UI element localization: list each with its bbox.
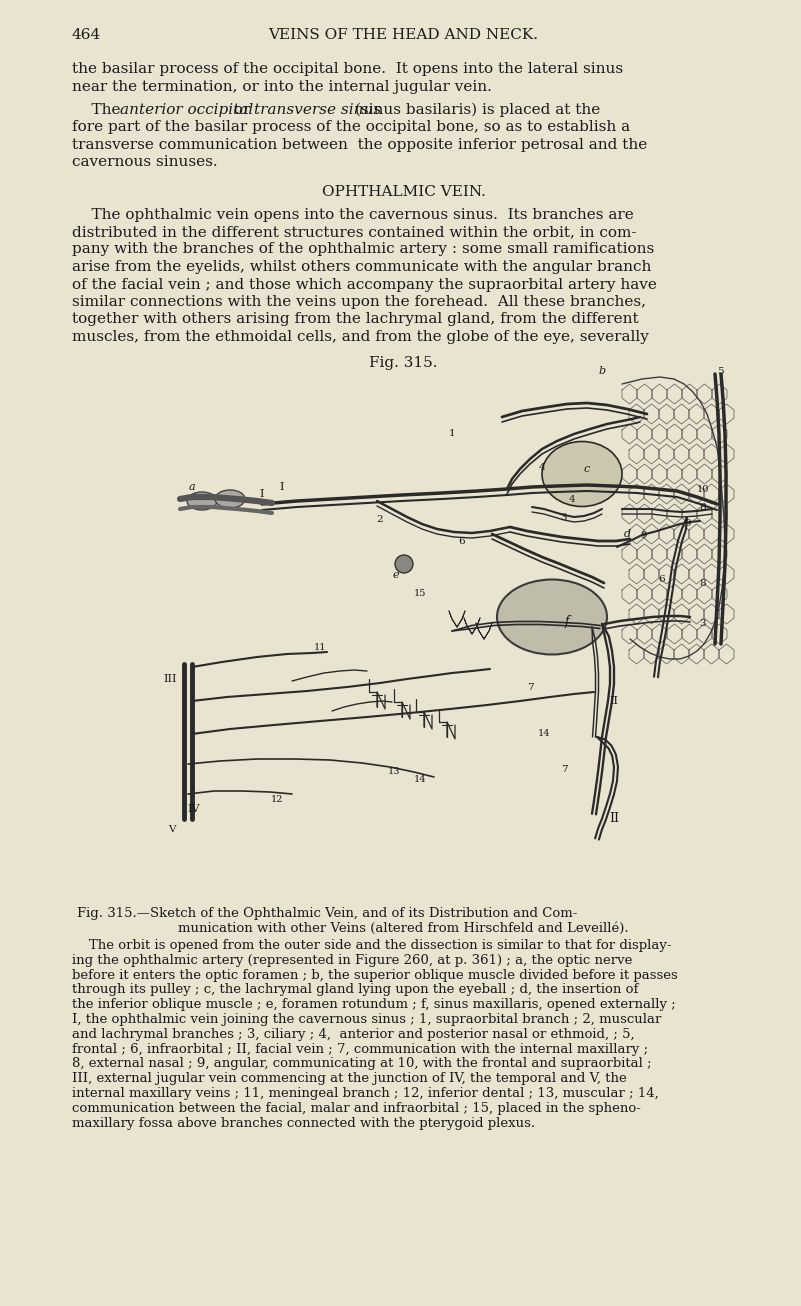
Text: or: or — [229, 103, 256, 118]
Text: 6: 6 — [459, 537, 465, 546]
Text: 3: 3 — [700, 619, 706, 628]
Text: V: V — [168, 824, 175, 833]
Text: together with others arising from the lachrymal gland, from the different: together with others arising from the la… — [72, 312, 638, 326]
Text: distributed in the different structures contained within the orbit, in com-: distributed in the different structures … — [72, 225, 637, 239]
Text: e: e — [392, 569, 400, 580]
Ellipse shape — [497, 580, 607, 654]
Text: near the termination, or into the internal jugular vein.: near the termination, or into the intern… — [72, 80, 492, 94]
Text: cavernous sinuses.: cavernous sinuses. — [72, 155, 218, 170]
Text: III, external jugular vein commencing at the junction of IV, the temporal and V,: III, external jugular vein commencing at… — [72, 1072, 626, 1085]
Text: and lachrymal branches ; 3, ciliary ; 4,  anterior and posterior nasal or ethmoi: and lachrymal branches ; 3, ciliary ; 4,… — [72, 1028, 634, 1041]
Text: 1: 1 — [449, 430, 455, 439]
Text: 4: 4 — [539, 462, 545, 471]
Text: Fig. 315.—Sketch of the Ophthalmic Vein, and of its Distribution and Com-: Fig. 315.—Sketch of the Ophthalmic Vein,… — [77, 906, 578, 919]
Text: I, the ophthalmic vein joining the cavernous sinus ; 1, supraorbital branch ; 2,: I, the ophthalmic vein joining the caver… — [72, 1013, 662, 1027]
Text: a: a — [189, 482, 195, 492]
Circle shape — [395, 555, 413, 573]
Text: IV: IV — [187, 804, 200, 814]
Text: 10: 10 — [697, 485, 709, 494]
Text: VEINS OF THE HEAD AND NECK.: VEINS OF THE HEAD AND NECK. — [268, 27, 538, 42]
Text: pany with the branches of the ophthalmic artery : some small ramifications: pany with the branches of the ophthalmic… — [72, 243, 654, 256]
Text: II: II — [610, 696, 618, 707]
Text: d: d — [623, 529, 630, 539]
Text: munication with other Veins (altered from Hirschfeld and Leveillé).: munication with other Veins (altered fro… — [178, 922, 629, 935]
Text: 4: 4 — [569, 495, 575, 504]
Text: 3: 3 — [561, 512, 567, 521]
Text: 2: 2 — [376, 515, 384, 524]
Text: I: I — [280, 482, 284, 492]
Text: 14: 14 — [537, 730, 550, 738]
Text: maxillary fossa above branches connected with the pterygoid plexus.: maxillary fossa above branches connected… — [72, 1117, 535, 1130]
Text: (sinus basilaris) is placed at the: (sinus basilaris) is placed at the — [350, 103, 601, 118]
Text: the basilar process of the occipital bone.  It opens into the lateral sinus: the basilar process of the occipital bon… — [72, 61, 623, 76]
Text: Fig. 315.: Fig. 315. — [369, 355, 438, 370]
Text: arise from the eyelids, whilst others communicate with the angular branch: arise from the eyelids, whilst others co… — [72, 260, 651, 274]
Text: internal maxillary veins ; 11, meningeal branch ; 12, inferior dental ; 13, musc: internal maxillary veins ; 11, meningeal… — [72, 1087, 658, 1100]
Text: through its pulley ; c, the lachrymal gland lying upon the eyeball ; d, the inse: through its pulley ; c, the lachrymal gl… — [72, 983, 638, 996]
Text: 6: 6 — [658, 575, 666, 584]
Text: 7: 7 — [527, 683, 533, 691]
Text: 7: 7 — [561, 764, 567, 773]
Text: before it enters the optic foramen ; b, the superior oblique muscle divided befo: before it enters the optic foramen ; b, … — [72, 969, 678, 982]
Text: 5: 5 — [717, 367, 723, 376]
Ellipse shape — [215, 490, 245, 508]
Text: 464: 464 — [72, 27, 101, 42]
Text: the inferior oblique muscle ; e, foramen rotundum ; f, sinus maxillaris, opened : the inferior oblique muscle ; e, foramen… — [72, 998, 676, 1011]
Text: 15: 15 — [414, 589, 426, 598]
Text: III: III — [163, 674, 177, 684]
Text: The orbit is opened from the outer side and the dissection is similar to that fo: The orbit is opened from the outer side … — [72, 939, 671, 952]
Text: ing the ophthalmic artery (represented in Figure 260, at p. 361) ; a, the optic : ing the ophthalmic artery (represented i… — [72, 953, 632, 966]
Text: 8, external nasal ; 9, angular, communicating at 10, with the frontal and suprao: 8, external nasal ; 9, angular, communic… — [72, 1058, 652, 1071]
Text: f: f — [565, 615, 570, 627]
Text: II: II — [609, 812, 619, 825]
Text: muscles, from the ethmoidal cells, and from the globe of the eye, severally: muscles, from the ethmoidal cells, and f… — [72, 330, 649, 343]
Text: b: b — [598, 366, 606, 376]
Text: communication between the facial, malar and infraorbital ; 15, placed in the sph: communication between the facial, malar … — [72, 1102, 641, 1115]
Text: 13: 13 — [388, 767, 400, 776]
Text: 14: 14 — [414, 774, 426, 784]
Text: 8: 8 — [700, 503, 706, 512]
Text: 9: 9 — [685, 520, 691, 529]
Text: OPHTHALMIC VEIN.: OPHTHALMIC VEIN. — [321, 185, 485, 199]
Text: 12: 12 — [271, 794, 284, 803]
Text: transverse communication between  the opposite inferior petrosal and the: transverse communication between the opp… — [72, 138, 647, 151]
Text: The: The — [72, 103, 126, 118]
Text: c: c — [584, 464, 590, 474]
Text: 9: 9 — [641, 530, 647, 539]
Text: frontal ; 6, infraorbital ; II, facial vein ; 7, communication with the internal: frontal ; 6, infraorbital ; II, facial v… — [72, 1042, 648, 1055]
Text: anterior occipital: anterior occipital — [120, 103, 254, 118]
Text: similar connections with the veins upon the forehead.  All these branches,: similar connections with the veins upon … — [72, 295, 646, 310]
Text: 8: 8 — [700, 580, 706, 589]
Ellipse shape — [542, 441, 622, 507]
Ellipse shape — [187, 492, 217, 511]
Text: of the facial vein ; and those which accompany the supraorbital artery have: of the facial vein ; and those which acc… — [72, 277, 657, 291]
Text: fore part of the basilar process of the occipital bone, so as to establish a: fore part of the basilar process of the … — [72, 120, 630, 135]
Text: 11: 11 — [314, 643, 326, 652]
Text: The ophthalmic vein opens into the cavernous sinus.  Its branches are: The ophthalmic vein opens into the caver… — [72, 208, 634, 222]
Text: transverse sinus: transverse sinus — [253, 103, 380, 118]
Text: I: I — [260, 488, 264, 499]
